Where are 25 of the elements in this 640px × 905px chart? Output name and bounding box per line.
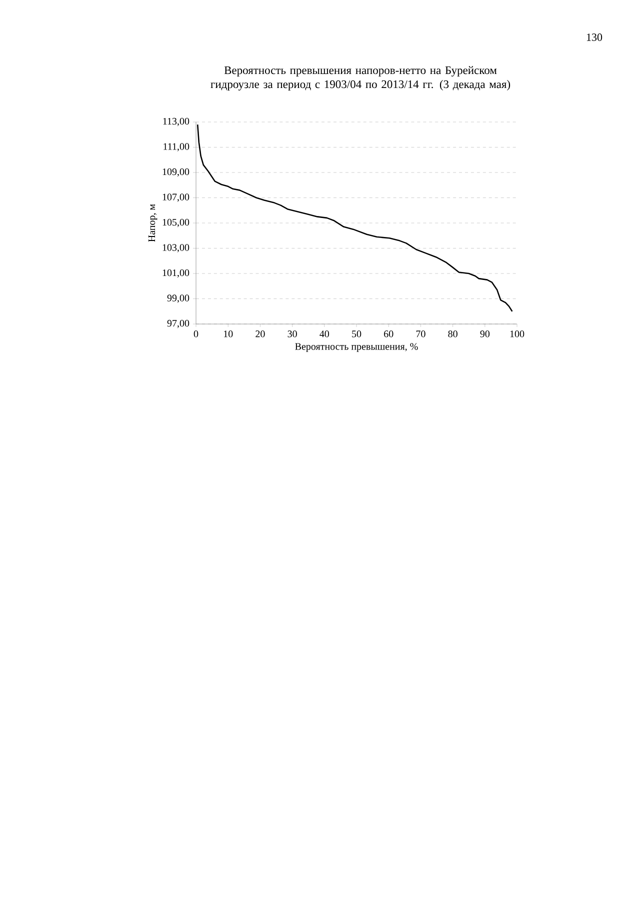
y-tick-label: 111,00 xyxy=(164,143,190,152)
y-tick-label: 97,00 xyxy=(167,320,190,328)
x-tick-label: 20 xyxy=(256,330,265,338)
line-series xyxy=(196,124,513,312)
x-tick-label: 90 xyxy=(480,330,490,338)
x-tick-label: 40 xyxy=(320,330,330,338)
chart-title: Вероятность превышения напоров-нетто на Бурейском гидроузле за период с 1903/04 по 2013/14 гг. (3 декада мая) xyxy=(210,66,510,91)
x-axis-title: Вероятность превышения, % xyxy=(295,343,418,352)
y-tick-label: 113,00 xyxy=(163,118,190,126)
x-tick-label: 70 xyxy=(416,330,426,338)
x-tick-label: 50 xyxy=(352,330,362,338)
y-tick-label: 109,00 xyxy=(162,168,190,177)
x-tick-label: 80 xyxy=(448,330,458,338)
y-tick-label: 101,00 xyxy=(162,269,190,278)
x-tick-label: 100 xyxy=(510,330,524,338)
y-tick-label: 107,00 xyxy=(162,194,190,202)
x-tick-label: 10 xyxy=(224,330,233,338)
text: 130 xyxy=(586,34,602,41)
y-tick-label: 105,00 xyxy=(162,218,190,228)
x-tick-label: 60 xyxy=(384,330,394,338)
y-tick-label: 103,00 xyxy=(162,244,190,252)
y-axis-title: Напор, м xyxy=(148,204,158,242)
x-tick-label: 30 xyxy=(288,330,297,338)
x-tick-label: 0 xyxy=(194,330,198,338)
y-tick-label: 99,00 xyxy=(167,294,190,303)
